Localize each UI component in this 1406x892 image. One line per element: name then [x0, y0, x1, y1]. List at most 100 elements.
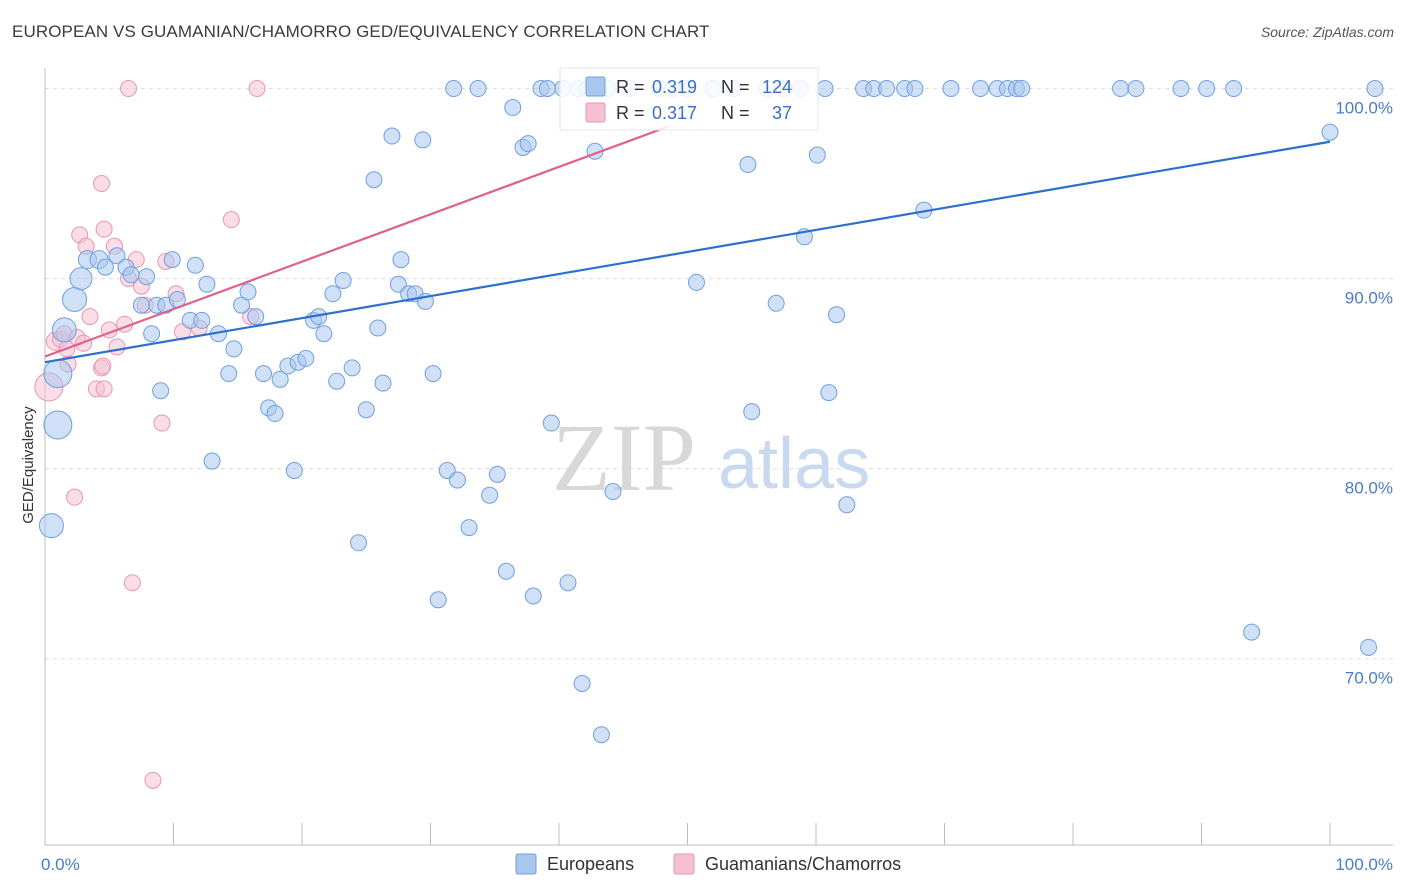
european-point: [254, 365, 272, 383]
guamanian-point: [81, 308, 99, 326]
european-point: [424, 365, 442, 383]
european-point: [247, 308, 265, 326]
european-point: [297, 349, 315, 367]
legend-r-label-guamanians: R =: [616, 103, 645, 123]
european-point: [334, 271, 352, 289]
european-point: [687, 273, 705, 291]
european-point: [469, 80, 487, 98]
y-tick-labels: 70.0% 80.0% 90.0% 100.0%: [1335, 99, 1393, 688]
y-tick-label: 100.0%: [1335, 99, 1393, 118]
european-point: [392, 251, 410, 269]
european-point: [1172, 80, 1190, 98]
legend-swatch-guamanians: [585, 102, 606, 123]
european-point: [414, 131, 432, 149]
series-legend: Europeans Guamanians/Chamorros: [515, 853, 901, 875]
european-point: [542, 414, 560, 432]
european-point: [108, 247, 126, 265]
european-point: [838, 496, 856, 514]
european-point: [38, 513, 64, 539]
guamanian-point: [120, 80, 138, 98]
source-label: Source: ZipAtlas.com: [1260, 24, 1394, 40]
european-point: [820, 384, 838, 402]
guamanian-point: [95, 380, 113, 398]
guamanian-point: [66, 488, 84, 506]
european-point: [122, 266, 140, 284]
european-point: [1243, 623, 1261, 641]
european-point: [1225, 80, 1243, 98]
european-point: [51, 317, 77, 343]
european-point: [220, 365, 238, 383]
guamanian-point: [94, 357, 112, 375]
legend-r-value-guamanians: 0.317: [652, 103, 697, 123]
guamanian-points: [34, 80, 266, 789]
legend-r-value-europeans: 0.319: [652, 77, 697, 97]
european-point: [878, 80, 896, 98]
european-point: [481, 486, 499, 504]
european-point: [203, 452, 221, 470]
y-tick-label: 80.0%: [1345, 479, 1393, 498]
european-point: [739, 156, 757, 174]
legend-r-label-europeans: R =: [616, 77, 645, 97]
european-point: [1112, 80, 1130, 98]
european-point: [604, 482, 622, 500]
european-point: [198, 275, 216, 293]
european-point: [971, 80, 989, 98]
european-point: [163, 251, 181, 269]
european-point: [225, 340, 243, 358]
guamanian-point: [153, 414, 171, 432]
european-point: [573, 674, 591, 692]
european-point: [559, 574, 577, 592]
european-point: [1127, 80, 1145, 98]
stats-legend: R = 0.319 N = 124 R = 0.317 N = 37: [559, 67, 819, 131]
series-legend-swatch-guamanians: [673, 853, 695, 875]
european-point: [43, 359, 73, 389]
european-point: [808, 146, 826, 164]
european-point: [743, 403, 761, 421]
guamanian-point: [108, 338, 126, 356]
x-tick-label-max: 100.0%: [1335, 855, 1393, 874]
european-point: [152, 382, 170, 400]
european-point: [383, 127, 401, 145]
european-point: [1360, 638, 1378, 656]
european-point: [1366, 80, 1384, 98]
european-point: [828, 306, 846, 324]
european-point: [271, 370, 289, 388]
european-point: [1013, 80, 1031, 98]
european-point: [942, 80, 960, 98]
european-point: [1321, 123, 1339, 141]
european-point: [448, 471, 466, 489]
european-point: [132, 296, 150, 314]
y-tick-label: 70.0%: [1345, 669, 1393, 688]
european-point: [138, 268, 156, 286]
series-legend-swatch-europeans: [515, 853, 537, 875]
legend-n-value-guamanians: 37: [772, 103, 792, 123]
european-point: [324, 285, 342, 303]
european-point: [328, 372, 346, 390]
trend-lines: [44, 125, 1331, 364]
european-point: [524, 587, 542, 605]
x-tick-labels: 0.0% 100.0%: [41, 855, 1393, 874]
legend-swatch-europeans: [585, 76, 606, 97]
european-point: [504, 99, 522, 117]
european-point: [186, 256, 204, 274]
y-tick-label: 90.0%: [1345, 289, 1393, 308]
european-point: [193, 311, 211, 329]
series-legend-label-guamanians: Guamanians/Chamorros: [705, 854, 901, 874]
european-point: [460, 519, 478, 537]
european-point: [767, 294, 785, 312]
legend-n-value-europeans: 124: [762, 77, 792, 97]
gridlines: [45, 88, 1393, 660]
european-point: [62, 286, 88, 312]
european-points: [38, 80, 1384, 744]
european-point: [69, 267, 93, 291]
european-point: [445, 80, 463, 98]
european-point: [497, 562, 515, 580]
european-point: [538, 80, 556, 98]
european-point: [350, 534, 368, 552]
european-point: [365, 171, 383, 189]
european-point: [592, 726, 610, 744]
chart-title: EUROPEAN VS GUAMANIAN/CHAMORRO GED/EQUIV…: [12, 22, 710, 41]
european-point: [43, 410, 73, 440]
guamanian-point: [222, 211, 240, 229]
